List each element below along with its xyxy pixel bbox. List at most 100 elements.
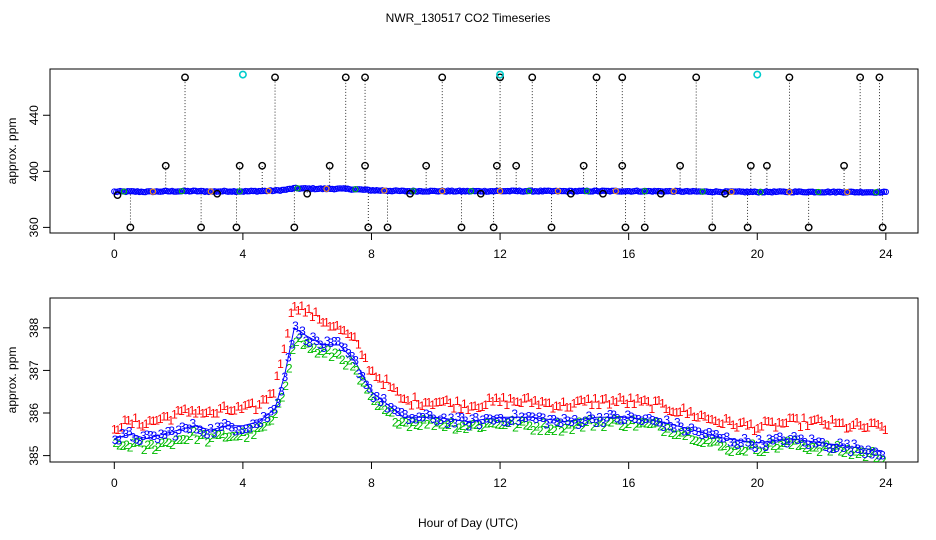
outlier-point	[599, 189, 607, 198]
x-tick-label: 8	[368, 476, 375, 490]
series-marker: 3	[511, 407, 518, 421]
series-marker: 1	[397, 392, 404, 406]
series-marker: 2	[586, 413, 593, 427]
series-marker: 2	[466, 420, 473, 434]
data-point	[174, 188, 182, 195]
series-marker: 1	[641, 393, 648, 407]
series-marker: 1	[252, 403, 259, 417]
series-marker: 1	[634, 392, 641, 406]
x-axis-label: Hour of Day (UTC)	[418, 516, 518, 530]
series-marker: 3	[441, 411, 448, 425]
series-marker: 2	[378, 398, 385, 412]
series-marker: 2	[480, 420, 487, 434]
series-marker: 3	[805, 438, 812, 452]
x-tick-label: 20	[751, 247, 765, 261]
series-marker: 3	[232, 424, 239, 438]
series-marker: 3	[465, 419, 472, 433]
series-marker: 3	[709, 428, 716, 442]
series-marker: 3	[819, 435, 826, 449]
series-marker: 2	[190, 425, 197, 439]
series-marker: 2	[127, 440, 134, 454]
series-marker: 2	[608, 415, 615, 429]
top-plot-frame	[49, 68, 919, 234]
series-marker: 1	[380, 378, 387, 392]
series-marker: 1	[433, 395, 440, 409]
series-marker: 1	[189, 404, 196, 418]
series-marker: 3	[508, 414, 515, 428]
series-marker: 1	[843, 422, 850, 436]
series-marker: 1	[196, 404, 203, 418]
series-marker: 2	[809, 441, 816, 455]
series-marker: 3	[306, 336, 313, 350]
series-marker: 1	[698, 408, 705, 422]
series-marker: 2	[364, 383, 371, 397]
series-marker: 3	[129, 431, 136, 445]
series-marker: 2	[141, 443, 148, 457]
series-marker: 3	[144, 428, 151, 442]
data-point	[844, 188, 851, 196]
data-point	[576, 187, 583, 194]
series-marker: 1	[747, 417, 754, 431]
top-axes: 0 4 8 12 16 20 24 360 400 440	[27, 105, 893, 261]
series-marker: 2	[721, 439, 728, 453]
series-marker: 2	[523, 419, 530, 433]
data-point	[670, 188, 677, 195]
series-marker: 1	[648, 402, 655, 416]
series-marker: 2	[286, 361, 293, 375]
series-marker: 2	[841, 446, 848, 460]
series-marker: 2	[219, 427, 226, 441]
series-marker: 3	[861, 447, 868, 461]
series-marker: 2	[781, 436, 788, 450]
series-marker: 3	[345, 346, 352, 360]
series-marker: 3	[366, 381, 373, 395]
series-marker: 3	[660, 420, 667, 434]
series-marker: 3	[356, 367, 363, 381]
data-point	[427, 187, 434, 194]
series-marker: 2	[265, 414, 272, 428]
series-marker: 3	[430, 412, 437, 426]
series-marker: 2	[180, 433, 187, 447]
series-marker: 2	[530, 424, 537, 438]
series-marker: 3	[823, 440, 830, 454]
series-marker: 3	[801, 435, 808, 449]
series-marker: 3	[685, 424, 692, 438]
series-marker: 1	[164, 410, 171, 424]
series-marker: 3	[748, 439, 755, 453]
series-marker: 3	[172, 429, 179, 443]
series-marker: 1	[553, 399, 560, 413]
series-marker: 1	[663, 402, 670, 416]
series-marker: 2	[282, 379, 289, 393]
series-marker: 1	[341, 323, 348, 337]
series-marker: 1	[358, 348, 365, 362]
series-marker: 1	[656, 394, 663, 408]
series-marker: 3	[579, 416, 586, 430]
series-marker: 1	[719, 417, 726, 431]
series-marker: 3	[490, 413, 497, 427]
outlier-point	[113, 191, 122, 200]
series-marker: 3	[494, 412, 501, 426]
series-marker: 2	[753, 443, 760, 457]
series-marker: 2	[526, 419, 533, 433]
series-marker: 1	[776, 415, 783, 429]
series-marker: 3	[285, 351, 292, 365]
series-marker: 3	[257, 416, 264, 430]
series-marker: 2	[572, 418, 579, 432]
series-marker: 1	[178, 404, 185, 418]
series-marker: 2	[576, 415, 583, 429]
series-marker: 1	[709, 413, 716, 427]
series-marker: 2	[749, 437, 756, 451]
series-marker: 2	[795, 439, 802, 453]
data-point	[468, 188, 475, 195]
series-marker: 2	[360, 375, 367, 389]
series-marker: 2	[647, 417, 654, 431]
series-marker: 3	[296, 327, 303, 341]
series-marker: 1	[532, 394, 539, 408]
series-marker: 3	[596, 410, 603, 424]
series-marker: 2	[735, 444, 742, 458]
series-marker: 1	[875, 418, 882, 432]
outlier-point	[303, 189, 312, 198]
outlier-point	[618, 161, 627, 170]
series-marker: 2	[201, 428, 208, 442]
series-marker: 1	[670, 405, 677, 419]
series-marker: 1	[125, 413, 132, 427]
